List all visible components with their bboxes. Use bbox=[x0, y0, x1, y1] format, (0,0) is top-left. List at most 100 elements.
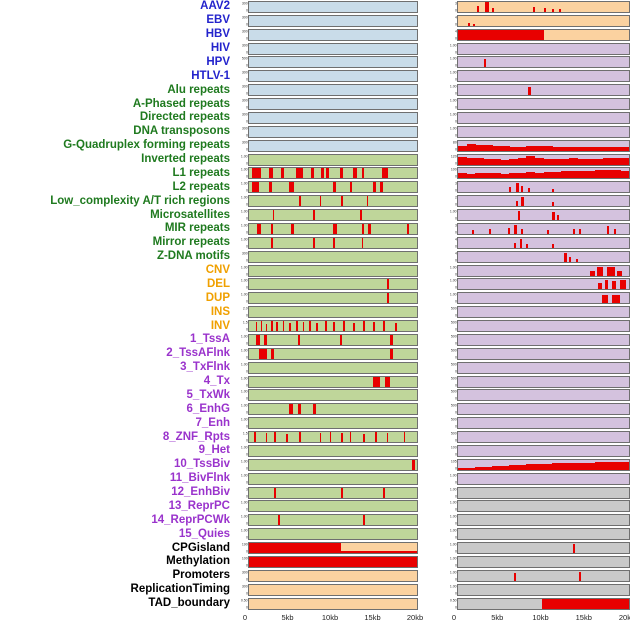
data-bar bbox=[533, 7, 536, 12]
left-track-panel bbox=[248, 542, 418, 555]
right-track-panel bbox=[457, 542, 630, 555]
y-tick-min: 0 bbox=[246, 78, 248, 82]
right-y-axis-ticks: 1.00 0 bbox=[442, 43, 457, 55]
data-bar bbox=[492, 7, 495, 12]
y-tick-min: 0 bbox=[246, 245, 248, 249]
y-tick-max: 300 bbox=[242, 84, 248, 89]
track-row: DNA transposons 300 0 1.00 0 bbox=[0, 125, 630, 139]
data-bar bbox=[299, 196, 302, 207]
y-tick-max: 120 bbox=[451, 154, 457, 158]
y-tick-max: 1.00 bbox=[241, 154, 248, 158]
y-tick-max: 1.00 bbox=[241, 182, 248, 186]
data-bar bbox=[458, 145, 468, 151]
y-tick-min: 0 bbox=[455, 605, 457, 609]
track-row: DEL 1.00 0 1.00 0 bbox=[0, 278, 630, 292]
data-bar bbox=[363, 515, 366, 526]
track-label: 11_BivFlnk bbox=[169, 472, 230, 485]
right-track-panel bbox=[457, 486, 630, 499]
y-tick-max: 1.5 bbox=[243, 320, 248, 325]
left-track-panel bbox=[248, 0, 418, 13]
data-bar bbox=[534, 157, 544, 165]
data-bar bbox=[473, 23, 476, 26]
right-track-panel bbox=[457, 98, 630, 111]
y-tick-max: 1.00 bbox=[241, 417, 248, 422]
y-tick-max: 1.00 bbox=[241, 279, 248, 283]
y-tick-max: 100 bbox=[451, 445, 457, 450]
data-bar bbox=[603, 169, 613, 179]
y-tick-max: 1.00 bbox=[241, 528, 248, 533]
y-tick-max: 1.00 bbox=[450, 71, 457, 75]
y-tick-max: 1.00 bbox=[450, 293, 457, 297]
y-tick-min: 0 bbox=[455, 508, 457, 512]
track-label: 4_Tx bbox=[203, 375, 230, 388]
y-tick-min: 0 bbox=[246, 300, 248, 304]
left-track-panel bbox=[248, 333, 418, 346]
y-tick-min: 0 bbox=[246, 217, 248, 221]
y-tick-min: 0 bbox=[455, 9, 457, 13]
left-y-axis-ticks: 300 0 bbox=[233, 126, 248, 138]
y-tick-max: 300 bbox=[242, 140, 248, 144]
y-tick-min: 0 bbox=[246, 314, 248, 318]
track-label: Alu repeats bbox=[167, 83, 230, 96]
track-label: Directed repeats bbox=[139, 111, 230, 124]
left-track-panel bbox=[248, 486, 418, 499]
y-tick-min: 0 bbox=[246, 286, 248, 290]
data-bar bbox=[620, 461, 629, 470]
right-track-panel bbox=[457, 361, 630, 374]
y-tick-min: 0 bbox=[455, 245, 457, 249]
right-y-axis-ticks: 1.00 0 bbox=[442, 292, 457, 304]
y-tick-max: 1.00 bbox=[450, 126, 457, 131]
data-bar bbox=[492, 145, 502, 151]
data-bar bbox=[543, 158, 553, 165]
y-tick-max: 1.00 bbox=[241, 404, 248, 408]
left-track-panel bbox=[248, 125, 418, 138]
data-bar bbox=[577, 146, 587, 151]
left-y-axis-ticks: 1.00 0 bbox=[233, 389, 248, 401]
y-tick-max: 300 bbox=[242, 126, 248, 131]
data-bar bbox=[483, 158, 493, 165]
y-tick-min: 0 bbox=[455, 342, 457, 346]
data-bar bbox=[534, 145, 544, 151]
left-track-panel bbox=[248, 375, 418, 388]
track-row: HPV 500 0 1.00 0 bbox=[0, 56, 630, 70]
data-bar bbox=[270, 348, 275, 359]
right-y-axis-ticks: 500 0 bbox=[442, 376, 457, 388]
y-tick-min: 0 bbox=[246, 605, 248, 609]
y-tick-max: 3 bbox=[455, 182, 457, 186]
left-track-panel bbox=[248, 347, 418, 360]
y-tick-min: 0 bbox=[455, 272, 457, 276]
right-y-axis-ticks: 500 0 bbox=[442, 348, 457, 360]
y-tick-min: 0 bbox=[455, 217, 457, 221]
y-tick-min: 0 bbox=[246, 467, 248, 471]
track-row: Promoters 300 0 1.00 0 bbox=[0, 569, 630, 583]
data-bar bbox=[526, 155, 536, 165]
track-row: Z-DNA motifs300040 bbox=[0, 250, 630, 264]
data-bar bbox=[534, 172, 544, 179]
data-bar bbox=[543, 146, 553, 151]
data-bar bbox=[289, 182, 295, 193]
y-tick-min: 0 bbox=[246, 106, 248, 110]
data-bar bbox=[620, 170, 629, 179]
left-y-axis-ticks: 300 0 bbox=[233, 29, 248, 41]
right-track-panel bbox=[457, 555, 630, 568]
right-track-panel bbox=[457, 375, 630, 388]
data-bar bbox=[603, 146, 613, 151]
y-tick-min: 0 bbox=[246, 189, 248, 193]
data-bar bbox=[577, 158, 587, 165]
data-bar bbox=[386, 293, 389, 304]
data-bar bbox=[302, 322, 305, 332]
data-bar bbox=[275, 322, 279, 332]
y-tick-max: 300 bbox=[242, 570, 248, 575]
y-tick-max: 1.00 bbox=[450, 473, 457, 477]
data-bar bbox=[386, 279, 389, 290]
right-y-axis-ticks: 1.00 0 bbox=[442, 542, 457, 554]
track-label: 14_ReprPCWk bbox=[151, 513, 230, 526]
left-y-axis-ticks: 1.00 0 bbox=[233, 445, 248, 457]
right-track-panel bbox=[457, 292, 630, 305]
left-y-axis-ticks: 1.00 0 bbox=[233, 209, 248, 221]
right-track-panel bbox=[457, 153, 630, 166]
data-bar bbox=[259, 348, 268, 359]
data-bar bbox=[341, 487, 344, 498]
data-bar bbox=[312, 404, 317, 415]
left-track-panel bbox=[248, 361, 418, 374]
